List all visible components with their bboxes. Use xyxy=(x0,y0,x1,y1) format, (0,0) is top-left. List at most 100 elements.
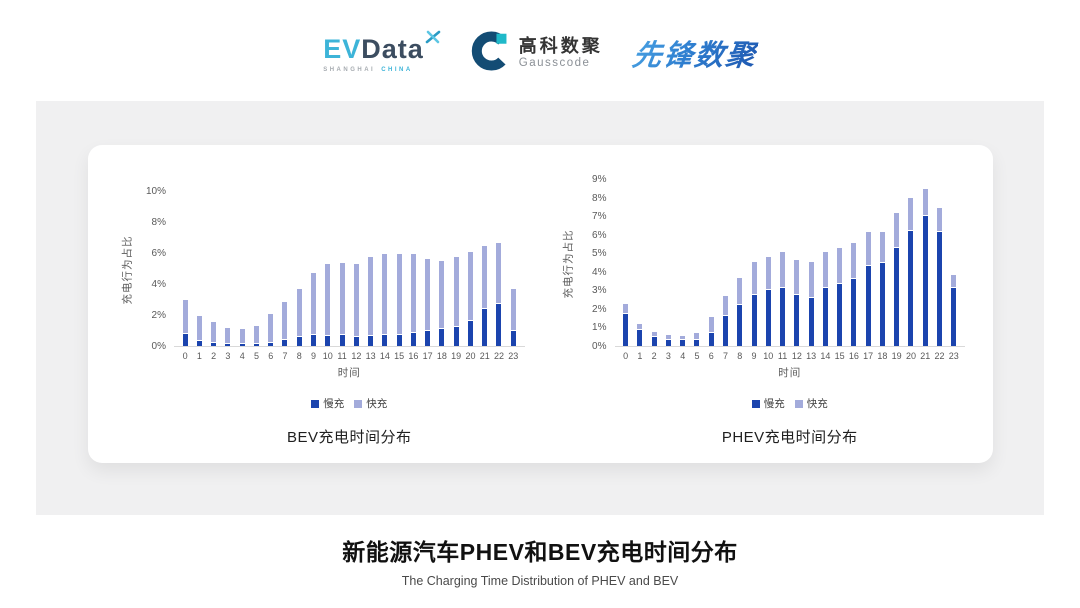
legend-item-fast: 快充 xyxy=(794,396,828,411)
evdata-logo: EV Data SHANGHAI CHINA xyxy=(323,30,441,73)
bev-x-ticks: 0 1 2 3 4 5 6 7 8 9 10 11 12 13 14 15 16 17 18 19 20 21 22 23 xyxy=(174,351,525,361)
bar-segment-slow xyxy=(353,336,359,346)
bar-hour-12 xyxy=(790,180,804,346)
chart-card: 充电行为占比 0% 2% 4% 6% 8% 10% 0 1 2 3 4 5 6 7 8 9 10 11 12 13 1… xyxy=(88,145,993,463)
x-tick-label: 2 xyxy=(651,351,657,361)
bar-segment-slow xyxy=(196,340,202,346)
bar-hour-12 xyxy=(349,192,363,346)
evdata-data-text: Data xyxy=(361,33,424,64)
bar-segment-fast xyxy=(651,332,657,336)
y-tick-label: 2% xyxy=(592,303,607,315)
bar-segment-slow xyxy=(410,332,416,346)
bar-hour-23 xyxy=(506,192,520,346)
y-tick-label: 0% xyxy=(592,341,607,352)
bar-segment-fast xyxy=(425,258,431,330)
phev-legend: 慢充 快充 xyxy=(615,396,966,411)
bar-segment-slow xyxy=(368,335,374,346)
bar-hour-11 xyxy=(775,180,789,346)
bar-segment-slow xyxy=(425,330,431,346)
bar-hour-3 xyxy=(661,180,675,346)
x-tick-label: 12 xyxy=(351,351,362,361)
bar-hour-0 xyxy=(619,180,633,346)
x-tick-label: 8 xyxy=(296,351,302,361)
x-tick-label: 21 xyxy=(479,351,490,361)
gausscode-cn-text: 高科数聚 xyxy=(518,35,603,56)
bar-segment-slow xyxy=(396,335,402,346)
bar-segment-slow xyxy=(851,279,857,346)
x-tick-label: 18 xyxy=(877,351,888,361)
y-tick-label: 6% xyxy=(592,229,607,241)
bar-hour-9 xyxy=(306,192,320,346)
legend-swatch-fast xyxy=(354,399,363,408)
bar-segment-slow xyxy=(296,337,302,346)
bar-segment-slow xyxy=(936,231,942,346)
x-tick-label: 23 xyxy=(508,351,519,361)
chart-bev: 充电行为占比 0% 2% 4% 6% 8% 10% 0 1 2 3 4 5 6 7 8 9 10 11 12 13 1… xyxy=(118,186,525,447)
bar-segment-fast xyxy=(311,272,317,335)
y-tick-label: 6% xyxy=(151,248,166,259)
bar-hour-20 xyxy=(904,180,918,346)
bar-segment-fast xyxy=(239,328,245,344)
bev-legend: 慢充 快充 xyxy=(174,396,525,411)
bar-segment-fast xyxy=(268,314,274,342)
bar-segment-slow xyxy=(382,335,388,346)
bar-segment-fast xyxy=(325,264,331,335)
legend-swatch-slow xyxy=(311,399,320,408)
bar-segment-fast xyxy=(694,332,700,339)
bar-hour-19 xyxy=(449,192,463,346)
bar-segment-fast xyxy=(182,300,188,334)
bar-hour-13 xyxy=(804,180,818,346)
bar-segment-fast xyxy=(865,231,871,266)
bar-segment-fast xyxy=(708,317,714,333)
y-tick-label: 4% xyxy=(151,279,166,290)
x-tick-label: 4 xyxy=(680,351,686,361)
x-tick-label: 18 xyxy=(436,351,447,361)
bar-segment-fast xyxy=(680,335,686,340)
bar-segment-fast xyxy=(951,274,957,288)
legend-label-slow: 慢充 xyxy=(323,398,345,410)
x-tick-label: 23 xyxy=(948,351,959,361)
x-tick-label: 10 xyxy=(763,351,774,361)
bar-hour-14 xyxy=(378,192,392,346)
y-tick-label: 8% xyxy=(151,217,166,228)
x-tick-label: 22 xyxy=(934,351,945,361)
pioneer-logo: 先锋数聚 xyxy=(630,32,760,74)
x-tick-label: 14 xyxy=(379,351,390,361)
bar-segment-slow xyxy=(623,314,629,346)
bar-segment-slow xyxy=(496,304,502,346)
bar-hour-1 xyxy=(192,192,206,346)
bar-segment-fast xyxy=(765,256,771,290)
x-tick-label: 6 xyxy=(268,351,274,361)
bar-segment-slow xyxy=(268,342,274,346)
bar-segment-fast xyxy=(623,304,629,314)
legend-label-slow: 慢充 xyxy=(763,398,785,410)
bar-segment-fast xyxy=(353,263,359,336)
bar-hour-3 xyxy=(221,192,235,346)
phev-x-ticks: 0 1 2 3 4 5 6 7 8 9 10 11 12 13 14 15 16 17 18 19 20 21 22 23 xyxy=(615,351,966,361)
sparkle-x-icon xyxy=(425,30,441,49)
bar-segment-slow xyxy=(253,344,259,346)
bar-hour-5 xyxy=(249,192,263,346)
y-tick-label: 4% xyxy=(592,266,607,278)
bar-segment-fast xyxy=(922,189,928,216)
bar-segment-fast xyxy=(382,254,388,335)
y-tick-label: 10% xyxy=(145,186,166,197)
x-tick-label: 20 xyxy=(465,351,476,361)
bar-segment-fast xyxy=(722,295,728,316)
bar-segment-fast xyxy=(908,198,914,230)
bar-segment-fast xyxy=(196,315,202,340)
bar-hour-21 xyxy=(478,192,492,346)
x-tick-label: 1 xyxy=(637,351,643,361)
bar-hour-14 xyxy=(818,180,832,346)
bar-hour-2 xyxy=(207,192,221,346)
evdata-subtitle: SHANGHAI CHINA xyxy=(323,67,441,73)
x-tick-label: 11 xyxy=(337,351,347,361)
y-tick-label: 1% xyxy=(592,322,607,334)
x-tick-label: 17 xyxy=(863,351,874,361)
bar-hour-7 xyxy=(718,180,732,346)
bar-segment-slow xyxy=(879,262,885,346)
bar-segment-slow xyxy=(894,247,900,346)
evdata-wordmark: EV Data xyxy=(323,30,441,65)
bar-segment-fast xyxy=(879,231,885,262)
